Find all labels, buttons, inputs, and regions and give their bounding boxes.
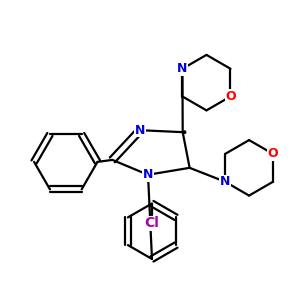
- Text: O: O: [225, 90, 236, 103]
- Text: O: O: [268, 148, 278, 160]
- Text: N: N: [135, 124, 145, 137]
- Text: N: N: [177, 62, 188, 75]
- Text: N: N: [220, 175, 230, 188]
- Text: N: N: [143, 168, 153, 181]
- Text: Cl: Cl: [145, 216, 159, 230]
